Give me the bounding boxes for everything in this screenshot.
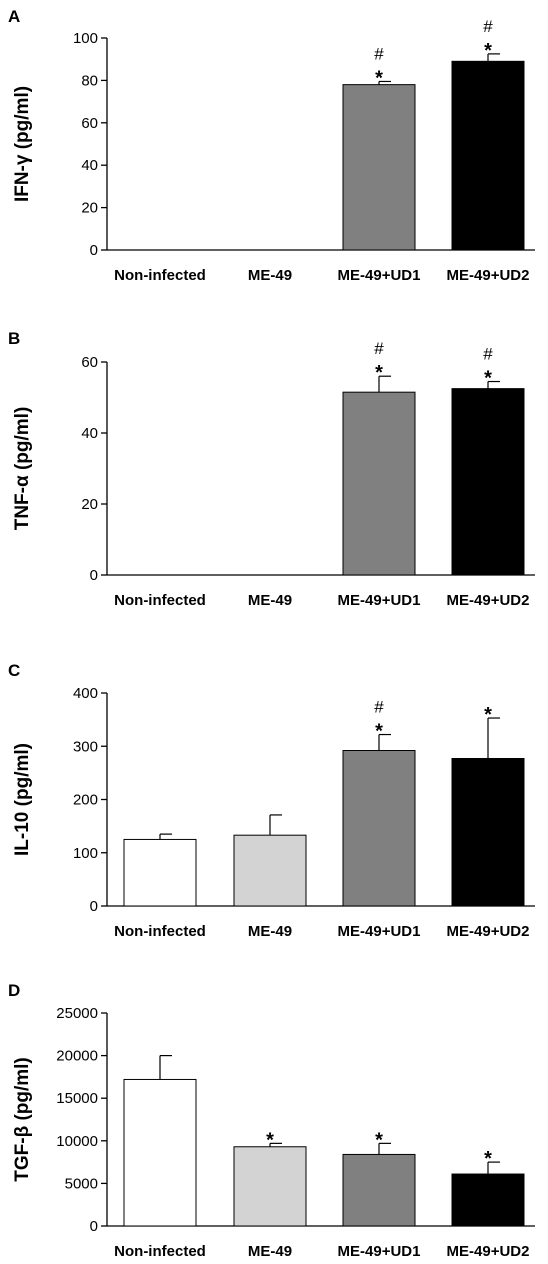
bar-3 (342, 1153, 416, 1227)
y-tick-label: 40 (81, 157, 98, 174)
y-tick-label: 40 (81, 425, 98, 442)
y-tick-label: 200 (73, 792, 98, 809)
y-tick-label: 20 (81, 200, 98, 217)
x-tick-label: ME-49+UD2 (447, 592, 530, 609)
y-tick-label: 10000 (56, 1133, 98, 1150)
significance-star: * (375, 362, 383, 384)
y-tick-label: 80 (81, 72, 98, 89)
significance-star: * (484, 1148, 492, 1170)
bar-3 (342, 391, 416, 576)
x-tick-label: ME-49 (248, 923, 292, 940)
x-tick-label: Non-infected (114, 267, 206, 284)
x-tick-label: ME-49 (248, 267, 292, 284)
y-tick-label: 0 (90, 567, 98, 584)
significance-star: * (266, 1129, 274, 1151)
bar-4 (451, 1173, 525, 1227)
significance-star: * (375, 67, 383, 89)
chart-panel-b: B TNF-α (pg/ml) 0 20 40 60 Non-infected ME-49 * #… (8, 329, 535, 609)
bar-1 (123, 1078, 197, 1227)
chart-panel-a: A IFN-γ (pg/ml) 0 20 40 60 80 100 Non-infected ME… (8, 7, 535, 284)
significance-star: * (484, 368, 492, 390)
y-tick-label: 5000 (65, 1175, 98, 1192)
x-tick-label: Non-infected (114, 592, 206, 609)
significance-hash: # (374, 698, 384, 717)
panel-letter: B (8, 329, 20, 348)
panel-letter: A (8, 7, 20, 26)
panel-letter: C (8, 661, 20, 680)
y-tick-label: 0 (90, 242, 98, 259)
significance-star: * (375, 721, 383, 743)
x-tick-label: ME-49+UD1 (338, 267, 421, 284)
x-tick-label: Non-infected (114, 923, 206, 940)
x-tick-label: ME-49+UD2 (447, 267, 530, 284)
bar-2 (233, 1146, 307, 1227)
x-tick-label: ME-49+UD1 (338, 592, 421, 609)
bar-2 (233, 834, 307, 907)
y-tick-label: 0 (90, 898, 98, 915)
y-axis-label: IL-10 (pg/ml) (12, 743, 33, 856)
significance-star: * (375, 1129, 383, 1151)
y-tick-label: 300 (73, 738, 98, 755)
y-tick-label: 15000 (56, 1090, 98, 1107)
y-tick-label: 400 (73, 685, 98, 702)
y-axis-label: TGF-β (pg/ml) (12, 1057, 33, 1182)
bar-3 (342, 750, 416, 907)
panel-letter: D (8, 981, 20, 1000)
y-tick-label: 20000 (56, 1048, 98, 1065)
y-axis-label: IFN-γ (pg/ml) (12, 86, 33, 202)
x-tick-label: ME-49+UD1 (338, 1243, 421, 1260)
x-tick-label: Non-infected (114, 1243, 206, 1260)
bar-4 (451, 60, 525, 251)
y-tick-label: 60 (81, 115, 98, 132)
bar-4 (451, 757, 525, 907)
x-tick-label: ME-49+UD1 (338, 923, 421, 940)
significance-star: * (484, 704, 492, 726)
y-tick-label: 0 (90, 1218, 98, 1235)
y-tick-label: 100 (73, 845, 98, 862)
x-tick-label: ME-49+UD2 (447, 1243, 530, 1260)
y-tick-label: 25000 (56, 1005, 98, 1022)
x-tick-label: ME-49 (248, 592, 292, 609)
x-tick-label: ME-49+UD2 (447, 923, 530, 940)
y-tick-label: 60 (81, 354, 98, 371)
significance-hash: # (483, 17, 493, 36)
bar-4 (451, 388, 525, 576)
bar-1 (123, 838, 197, 907)
significance-hash: # (483, 345, 493, 364)
significance-hash: # (374, 339, 384, 358)
significance-hash: # (374, 44, 384, 63)
y-tick-label: 20 (81, 496, 98, 513)
x-tick-label: ME-49 (248, 1243, 292, 1260)
chart-panel-d: D TGF-β (pg/ml) 0 5000 10000 15000 20000 25000 N… (8, 981, 535, 1260)
significance-star: * (484, 40, 492, 62)
bar-3 (342, 84, 416, 251)
y-tick-label: 100 (73, 30, 98, 47)
chart-panel-c: C IL-10 (pg/ml) 0 100 200 300 400 Non-infected M… (8, 661, 535, 940)
y-axis-label: TNF-α (pg/ml) (12, 407, 33, 531)
